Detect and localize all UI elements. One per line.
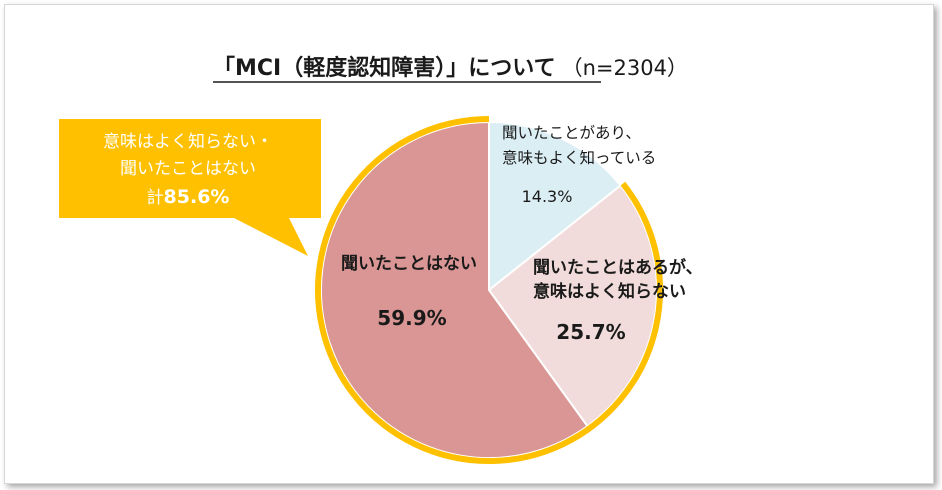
slice-value-0: 14.3%: [522, 187, 573, 206]
pie-slice-1: [487, 184, 658, 428]
pie-slices: [320, 120, 658, 459]
pie-slice-2: [320, 120, 589, 459]
slice-label-2-line-1: 聞いたことはない: [341, 254, 477, 274]
slice-label-1-line-2: 意味はよく知らない: [533, 281, 686, 302]
callout-box: 意味はよく知らない・ 聞いたことはない 計85.6%: [59, 119, 321, 256]
slice-value-1: 25.7%: [556, 320, 625, 344]
chart-title: 「MCI（軽度認知障害）」について （n=2304）: [213, 55, 688, 81]
slice-label-0-line-2: 意味もよく知っている: [502, 148, 656, 167]
callout-total: 計85.6%: [147, 186, 230, 208]
pie-slice-0: [488, 120, 622, 293]
chart-subtitle: （n=2304）: [562, 56, 688, 80]
chart-frame: 「MCI（軽度認知障害）」について （n=2304） 意味はよく知らない・ 聞いた…: [4, 4, 934, 484]
callout-total-prefix: 計: [147, 188, 164, 208]
slice-label-group-2: 聞いたことはない 59.9%: [341, 254, 477, 330]
callout-shape: [59, 119, 321, 256]
pie-chart: 「MCI（軽度認知障害）」について （n=2304） 意味はよく知らない・ 聞いた…: [59, 55, 703, 464]
slice-value-2: 59.9%: [377, 306, 446, 330]
slice-label-0-line-1: 聞いたことがあり、: [502, 124, 641, 142]
highlight-ring: [315, 116, 663, 464]
slice-label-group-1: 聞いたことはあるが、 意味はよく知らない 25.7%: [533, 257, 703, 344]
chart-title-main: 「MCI（軽度認知障害）」について: [213, 55, 556, 81]
slice-label-1-line-1: 聞いたことはあるが、: [533, 257, 703, 278]
slice-label-group-0: 聞いたことがあり、 意味もよく知っている 14.3%: [502, 124, 656, 206]
callout-total-value: 85.6%: [164, 186, 230, 208]
callout-line-1: 意味はよく知らない・: [103, 132, 273, 152]
callout-line-2: 聞いたことはない: [120, 159, 256, 179]
